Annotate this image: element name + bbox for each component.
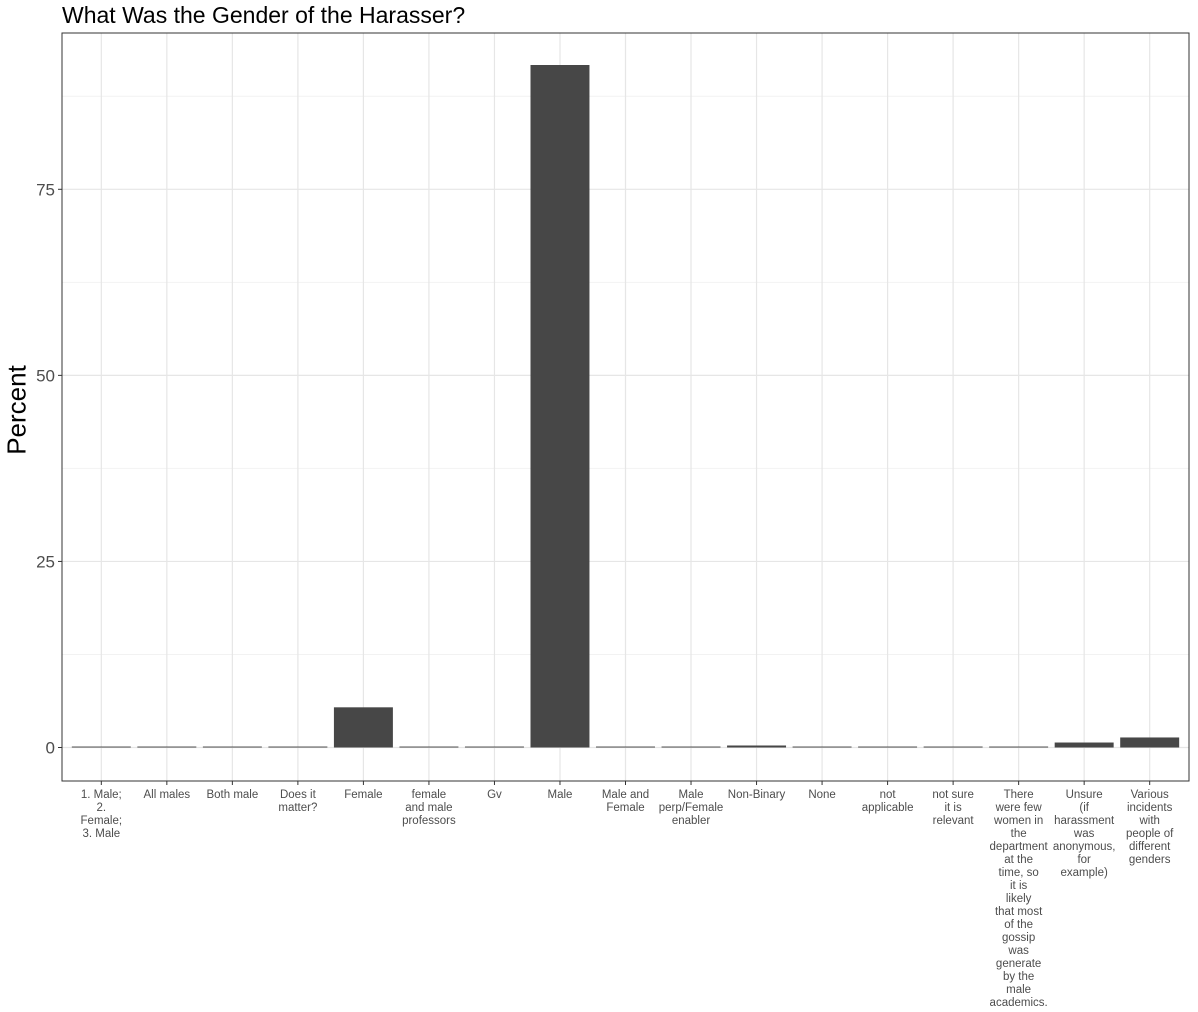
bar [530, 65, 590, 748]
x-tick-label: Various incidents with people of different ge… [1126, 789, 1174, 866]
y-tick-label: 75 [36, 180, 55, 199]
x-tick-label: All males [144, 789, 191, 801]
y-tick-label: 0 [46, 739, 55, 758]
x-tick-label: Both male [206, 789, 258, 801]
x-tick-label: Male [548, 789, 573, 801]
y-tick-label: 25 [36, 552, 55, 571]
bar [923, 746, 983, 748]
x-tick-label: not applicable [862, 789, 914, 814]
bar [989, 746, 1049, 748]
bar [71, 746, 131, 748]
bar [858, 746, 918, 748]
bar [596, 746, 655, 748]
x-tick-label: 1. Male; 2. Female; 3. Male [81, 789, 123, 840]
bar [464, 746, 524, 748]
x-tick-label: Unsure (if harassment was anonymous, for examp… [1053, 789, 1116, 879]
bar [727, 745, 787, 748]
x-tick-label: Female [344, 789, 382, 801]
bar [1054, 742, 1114, 748]
bar [661, 746, 721, 748]
bar [137, 746, 197, 748]
y-tick-label: 50 [36, 366, 55, 385]
x-tick-label: female and male professors [402, 789, 456, 827]
bar [333, 707, 393, 748]
bar [792, 746, 852, 748]
x-tick-label: Male and Female [602, 789, 649, 814]
bars-group [71, 65, 1180, 748]
bar [1120, 737, 1180, 748]
x-tick-label: not sure it is relevant [932, 789, 974, 827]
bar [268, 746, 328, 748]
chart-title: What Was the Gender of the Harasser? [62, 2, 466, 28]
x-tick-label: Does it matter? [278, 789, 317, 814]
x-axis: 1. Male; 2. Female; 3. Male All males Both ma… [81, 781, 1174, 1009]
y-axis: 0 25 50 75 [36, 180, 62, 758]
x-tick-label: Non-Binary [728, 789, 786, 801]
x-tick-label: Gv [487, 789, 502, 801]
bar [202, 746, 262, 748]
x-tick-label: There were few women in the department at the… [990, 789, 1049, 1009]
x-tick-label: Male perp/Female enabler [659, 789, 724, 827]
x-tick-label: None [808, 789, 836, 801]
bar [399, 746, 459, 748]
